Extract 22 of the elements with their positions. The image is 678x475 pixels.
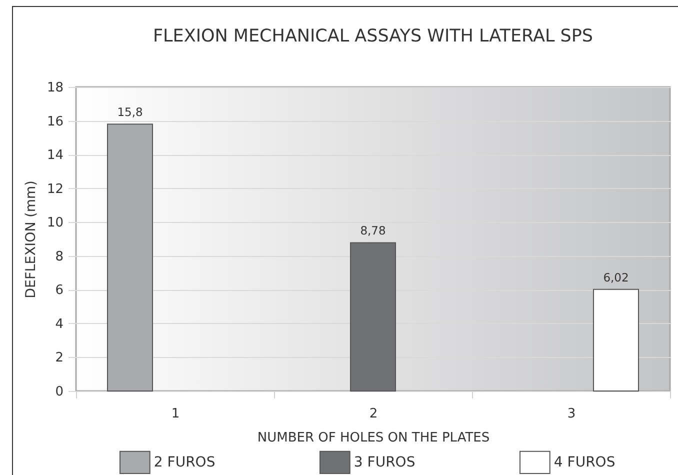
y-tick-label: 2 (55, 350, 64, 366)
y-tick-label: 16 (46, 114, 64, 130)
legend-label: 3 FUROS (354, 454, 416, 470)
y-tick-label: 0 (55, 384, 64, 400)
chart-title: FLEXION MECHANICAL ASSAYS WITH LATERAL SPS (152, 26, 594, 46)
data-label: 15,8 (117, 105, 143, 120)
y-tick-label: 4 (55, 316, 64, 332)
y-tick-label: 12 (46, 182, 64, 197)
data-label: 6,02 (603, 270, 629, 284)
x-tick-label: 2 (369, 406, 378, 422)
data-label: 8,78 (360, 224, 386, 238)
y-tick-label: 18 (46, 80, 64, 96)
y-tick-label: 14 (46, 148, 64, 164)
y-tick-label: 10 (46, 216, 64, 231)
x-tick-label: 1 (171, 406, 180, 422)
y-axis-title: DEFLEXION (mm) (22, 180, 39, 298)
y-tick-label: 6 (55, 283, 64, 298)
legend-label: 2 FUROS (154, 454, 216, 470)
legend-label: 4 FUROS (554, 454, 616, 470)
y-tick-label: 8 (55, 249, 64, 264)
x-axis-title: NUMBER OF HOLES ON THE PLATES (257, 430, 490, 446)
x-tick-label: 3 (567, 406, 576, 422)
